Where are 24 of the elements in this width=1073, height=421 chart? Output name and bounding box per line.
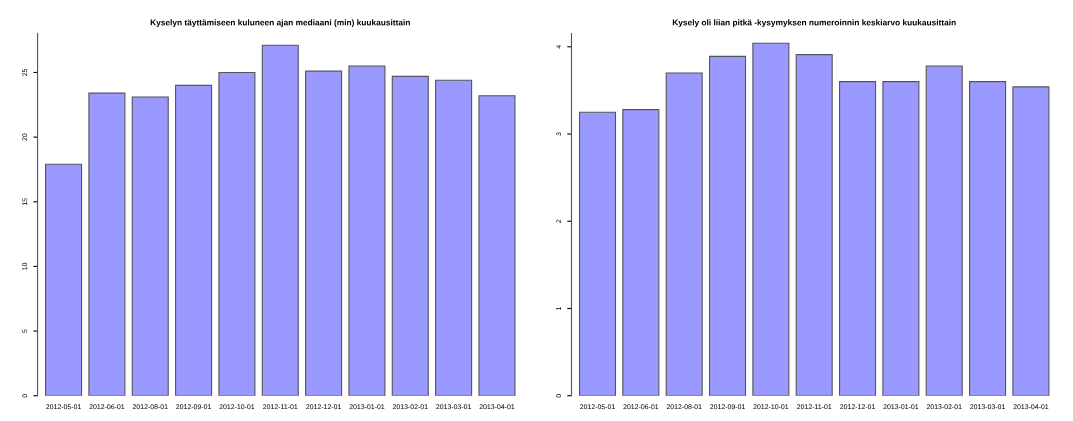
chart-title: Kysely oli liian pitkä -kysymyksen numeroinnin keskiarvo kuukausittain — [672, 19, 956, 28]
bar — [478, 95, 516, 396]
bar — [305, 70, 343, 396]
bar — [175, 84, 213, 396]
bar — [622, 109, 660, 396]
bar — [578, 111, 617, 396]
bar — [348, 65, 386, 396]
bar — [795, 54, 833, 396]
bar — [925, 65, 963, 396]
bar — [839, 81, 877, 396]
bar — [131, 96, 169, 396]
bar — [708, 55, 747, 396]
bar — [261, 44, 299, 396]
bar — [665, 72, 703, 396]
bar — [752, 42, 790, 396]
bar — [969, 81, 1007, 396]
bar — [88, 92, 126, 396]
chart-title: Kyselyn täyttämiseen kuluneen ajan mediaani (min) kuukausittain — [150, 19, 410, 28]
bar — [218, 71, 256, 396]
bar — [45, 163, 83, 396]
bar — [1012, 86, 1050, 396]
bar — [435, 79, 473, 396]
bar — [882, 81, 920, 396]
bar — [391, 75, 429, 396]
